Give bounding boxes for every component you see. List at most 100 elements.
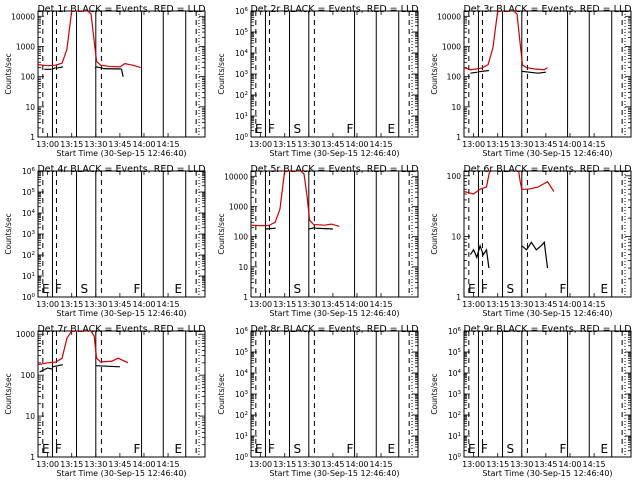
- x-axis-label: Start Time (30-Sep-15 12:46:40): [482, 309, 612, 318]
- panel-title: Det 7r BLACK = Events, RED = LLD: [37, 324, 205, 335]
- x-tick-label: 13:15: [60, 140, 83, 149]
- region-label: S: [294, 442, 302, 456]
- plot-frame: [37, 170, 206, 298]
- x-tick-label: 13:30: [510, 460, 533, 469]
- region-label: F: [560, 282, 567, 296]
- x-tick-label: 14:00: [558, 140, 581, 149]
- y-tick-label: 10000: [224, 172, 248, 181]
- region-label: E: [387, 442, 395, 456]
- lld-series-line: [464, 171, 491, 195]
- y-tick-label: 1: [30, 133, 35, 142]
- y-tick-label: 102: [235, 91, 248, 100]
- lld-series-line: [464, 11, 548, 71]
- y-tick-label: 1: [456, 133, 461, 142]
- y-axis-label: Counts/sec: [4, 373, 13, 414]
- y-tick-label: 101: [235, 112, 248, 121]
- region-label: F: [481, 282, 488, 296]
- events-series-line: [120, 68, 124, 77]
- y-tick-label: 10000: [11, 12, 35, 21]
- x-tick-label: 14:15: [583, 140, 606, 149]
- events-series-line: [95, 66, 104, 69]
- x-tick-label: 14:00: [132, 460, 155, 469]
- y-tick-label: 106: [22, 167, 36, 176]
- x-axis-label: Start Time (30-Sep-15 12:46:40): [56, 149, 186, 158]
- y-tick-label: 100: [235, 453, 249, 462]
- plot-frame: [250, 10, 419, 138]
- region-label: F: [55, 282, 62, 296]
- events-series-line: [308, 227, 316, 230]
- panel-title: Det 4r BLACK = Events, RED = LLD: [37, 164, 205, 175]
- x-tick-label: 13:30: [84, 460, 107, 469]
- y-tick-label: 106: [235, 327, 249, 336]
- x-tick-label: 13:30: [84, 140, 107, 149]
- panel-title: Det 2r BLACK = Events, RED = LLD: [250, 4, 418, 15]
- y-tick-label: 105: [235, 348, 249, 357]
- region-label: E: [42, 282, 50, 296]
- x-tick-label: 13:00: [249, 300, 272, 309]
- region-label: S: [81, 282, 89, 296]
- plot-area: [464, 11, 626, 137]
- y-axis-label: Counts/sec: [430, 373, 439, 414]
- y-tick-label: 103: [448, 390, 462, 399]
- x-tick-label: 13:15: [60, 460, 83, 469]
- y-tick-label: 100: [447, 172, 462, 181]
- lld-series-line: [518, 171, 555, 192]
- x-tick-label: 13:15: [486, 300, 509, 309]
- x-tick-label: 13:45: [321, 460, 344, 469]
- y-axis-label: Counts/sec: [217, 373, 226, 414]
- x-tick-label: 14:00: [345, 300, 368, 309]
- y-axis-label: Counts/sec: [430, 53, 439, 94]
- x-axis-label: Start Time (30-Sep-15 12:46:40): [56, 309, 186, 318]
- x-axis-label: Start Time (30-Sep-15 12:46:40): [269, 469, 399, 478]
- region-label: F: [481, 442, 488, 456]
- region-label: E: [468, 442, 476, 456]
- region-label: F: [268, 442, 275, 456]
- y-tick-label: 100: [22, 293, 36, 302]
- y-tick-label: 10: [25, 103, 35, 112]
- region-label: F: [560, 442, 567, 456]
- y-tick-label: 1: [30, 453, 35, 462]
- x-tick-label: 13:00: [36, 300, 59, 309]
- y-tick-label: 10: [451, 103, 461, 112]
- region-label: S: [507, 442, 515, 456]
- y-tick-label: 103: [235, 390, 249, 399]
- y-tick-label: 10: [451, 232, 461, 241]
- y-tick-label: 10: [238, 263, 248, 272]
- panel-title: Det 3r BLACK = Events, RED = LLD: [463, 4, 631, 15]
- x-tick-label: 14:15: [370, 300, 393, 309]
- plot-frame: [463, 330, 632, 458]
- region-label: E: [468, 282, 476, 296]
- events-series-line: [521, 240, 549, 269]
- x-tick-label: 13:00: [36, 140, 59, 149]
- y-tick-label: 101: [22, 272, 35, 281]
- region-label: E: [174, 442, 182, 456]
- region-label: E: [600, 282, 608, 296]
- y-axis-label: Counts/sec: [217, 53, 226, 94]
- region-label: E: [387, 122, 395, 136]
- y-tick-label: 102: [22, 251, 35, 260]
- y-tick-label: 104: [235, 49, 249, 58]
- y-tick-label: 104: [448, 369, 462, 378]
- plot-frame: [250, 170, 419, 298]
- y-tick-label: 101: [448, 432, 461, 441]
- events-series-line: [265, 227, 276, 230]
- y-tick-label: 106: [235, 7, 249, 16]
- region-label: E: [255, 442, 263, 456]
- x-tick-label: 13:15: [273, 460, 296, 469]
- x-tick-label: 14:00: [345, 460, 368, 469]
- y-tick-label: 1000: [16, 42, 35, 51]
- events-series-line: [470, 71, 478, 74]
- x-tick-label: 14:00: [558, 460, 581, 469]
- y-tick-label: 100: [448, 453, 462, 462]
- events-series-line: [39, 367, 53, 373]
- y-tick-label: 1: [456, 293, 461, 302]
- x-tick-label: 13:15: [273, 300, 296, 309]
